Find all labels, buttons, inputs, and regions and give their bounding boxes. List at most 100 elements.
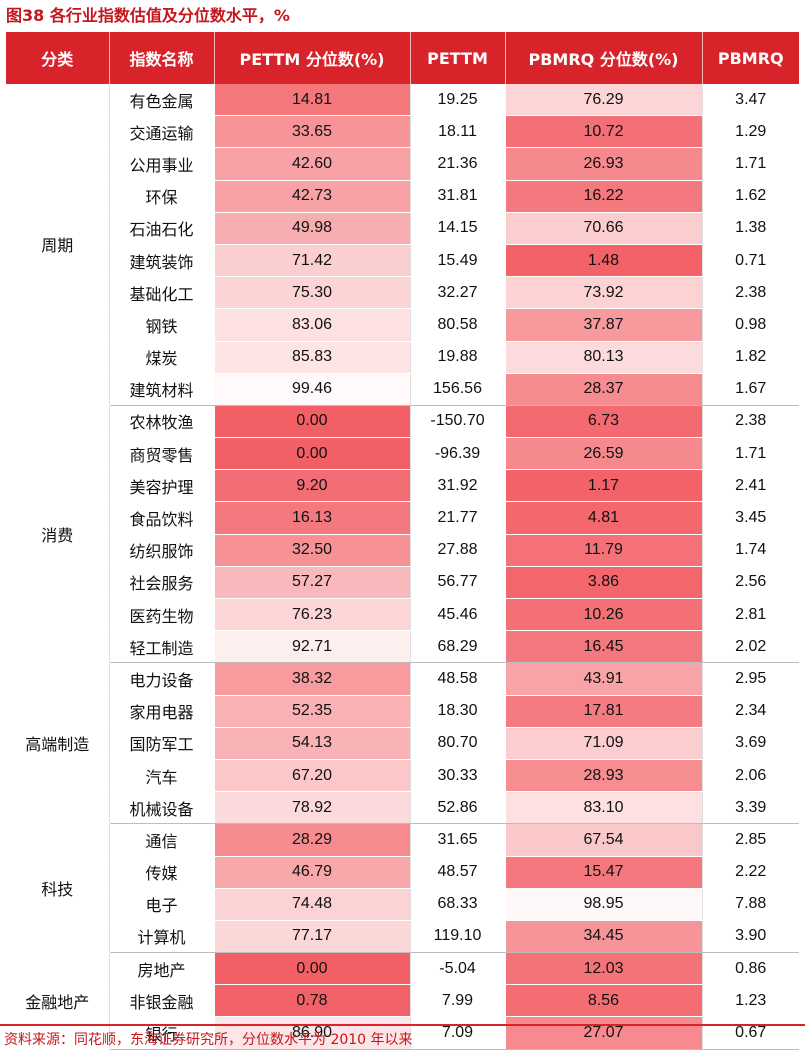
- pettm-percentile-cell: 42.60: [213, 147, 410, 181]
- pettm-percentile-cell: 83.06: [213, 308, 410, 342]
- table-row: 食品饮料 16.13 21.77 4.81 3.45: [6, 501, 799, 535]
- category-cell: 科技: [6, 823, 109, 954]
- index-name-cell: 建筑材料: [108, 373, 214, 406]
- pettm-percentile-cell: 46.79: [213, 856, 410, 889]
- pettm-percentile-cell: 32.50: [213, 534, 410, 567]
- pettm-percentile-cell: 52.35: [213, 695, 410, 728]
- table-row: 美容护理 9.20 31.92 1.17 2.41: [6, 469, 799, 503]
- pettm-percentile-cell: 0.78: [213, 984, 410, 1018]
- index-name-cell: 电力设备: [108, 662, 214, 696]
- pettm-percentile-cell: 99.46: [213, 373, 410, 406]
- table-row: 电子 74.48 68.33 98.95 7.88: [6, 888, 799, 921]
- pbmrq-cell: 1.38: [701, 212, 799, 245]
- index-name-cell: 家用电器: [108, 695, 214, 728]
- pbmrq-percentile-cell: 15.47: [504, 856, 702, 889]
- index-name-cell: 通信: [108, 823, 214, 857]
- table-row: 消费 农林牧渔 0.00 -150.70 6.73 2.38: [6, 405, 799, 664]
- pbmrq-percentile-cell: 34.45: [504, 920, 702, 954]
- pbmrq-percentile-cell: 80.13: [504, 341, 702, 374]
- pbmrq-cell: 3.69: [701, 727, 799, 760]
- pbmrq-cell: 0.67: [701, 1016, 799, 1050]
- pettm-cell: 52.86: [409, 791, 505, 825]
- pbmrq-percentile-cell: 12.03: [504, 952, 702, 986]
- header-pettm: PETTM: [409, 32, 505, 84]
- index-name-cell: 银行: [108, 1016, 214, 1050]
- pbmrq-percentile-cell: 98.95: [504, 888, 702, 921]
- pettm-cell: -150.70: [409, 405, 505, 439]
- pbmrq-percentile-cell: 26.93: [504, 147, 702, 181]
- pbmrq-percentile-cell: 17.81: [504, 695, 702, 728]
- pettm-cell: 80.58: [409, 308, 505, 342]
- pbmrq-percentile-cell: 3.86: [504, 566, 702, 600]
- pbmrq-cell: 2.85: [701, 823, 799, 857]
- pettm-percentile-cell: 54.13: [213, 727, 410, 760]
- index-name-cell: 汽车: [108, 759, 214, 793]
- pbmrq-cell: 0.86: [701, 952, 799, 986]
- pbmrq-cell: 3.45: [701, 501, 799, 535]
- pbmrq-percentile-cell: 8.56: [504, 984, 702, 1018]
- table-row: 金融地产 房地产 0.00 -5.04 12.03 0.86: [6, 952, 799, 1050]
- table-row: 轻工制造 92.71 68.29 16.45 2.02: [6, 630, 799, 664]
- pettm-cell: 31.81: [409, 180, 505, 213]
- pbmrq-cell: 2.95: [701, 662, 799, 696]
- pbmrq-percentile-cell: 37.87: [504, 308, 702, 342]
- table-row: 家用电器 52.35 18.30 17.81 2.34: [6, 695, 799, 728]
- table-row: 国防军工 54.13 80.70 71.09 3.69: [6, 727, 799, 760]
- pettm-percentile-cell: 71.42: [213, 244, 410, 278]
- table-row: 纺织服饰 32.50 27.88 11.79 1.74: [6, 534, 799, 567]
- pettm-cell: 7.09: [409, 1016, 505, 1050]
- index-name-cell: 社会服务: [108, 566, 214, 600]
- pettm-percentile-cell: 76.23: [213, 598, 410, 632]
- index-name-cell: 轻工制造: [108, 630, 214, 664]
- index-name-cell: 国防军工: [108, 727, 214, 760]
- pettm-cell: 30.33: [409, 759, 505, 793]
- pbmrq-cell: 3.39: [701, 791, 799, 825]
- table-row: 机械设备 78.92 52.86 83.10 3.39: [6, 791, 799, 825]
- pettm-percentile-cell: 86.90: [213, 1016, 410, 1050]
- table-row: 汽车 67.20 30.33 28.93 2.06: [6, 759, 799, 793]
- index-name-cell: 传媒: [108, 856, 214, 889]
- table-row: 建筑材料 99.46 156.56 28.37 1.67: [6, 373, 799, 406]
- pettm-cell: 45.46: [409, 598, 505, 632]
- table-row: 建筑装饰 71.42 15.49 1.48 0.71: [6, 244, 799, 278]
- table-row: 环保 42.73 31.81 16.22 1.62: [6, 180, 799, 213]
- pbmrq-cell: 3.47: [701, 84, 799, 117]
- pettm-cell: 15.49: [409, 244, 505, 278]
- pbmrq-percentile-cell: 1.48: [504, 244, 702, 278]
- pbmrq-cell: 2.02: [701, 630, 799, 664]
- pettm-cell: 48.57: [409, 856, 505, 889]
- header-row: 分类 指数名称 PETTM 分位数(%) PETTM PBMRQ 分位数(%) …: [6, 32, 799, 84]
- source-note: 资料来源：同花顺，东海证券研究所，分位数水平为 2010 年以来: [4, 1032, 413, 1048]
- header-pbmrq-percentile: PBMRQ 分位数(%): [504, 32, 702, 84]
- pettm-cell: 19.25: [409, 84, 505, 117]
- pettm-cell: 68.29: [409, 630, 505, 664]
- index-name-cell: 电子: [108, 888, 214, 921]
- pbmrq-percentile-cell: 4.81: [504, 501, 702, 535]
- pettm-cell: 156.56: [409, 373, 505, 406]
- pettm-cell: 68.33: [409, 888, 505, 921]
- pbmrq-cell: 0.71: [701, 244, 799, 278]
- pbmrq-cell: 2.34: [701, 695, 799, 728]
- header-category: 分类: [6, 32, 109, 84]
- index-name-cell: 钢铁: [108, 308, 214, 342]
- header-index-name: 指数名称: [108, 32, 214, 84]
- pbmrq-percentile-cell: 16.22: [504, 180, 702, 213]
- pbmrq-percentile-cell: 67.54: [504, 823, 702, 857]
- table-row: 煤炭 85.83 19.88 80.13 1.82: [6, 341, 799, 374]
- pettm-percentile-cell: 49.98: [213, 212, 410, 245]
- pettm-percentile-cell: 28.29: [213, 823, 410, 857]
- index-name-cell: 机械设备: [108, 791, 214, 825]
- category-cell: 消费: [6, 405, 109, 664]
- pettm-cell: 27.88: [409, 534, 505, 567]
- category-cell: 金融地产: [6, 952, 109, 1050]
- index-name-cell: 交通运输: [108, 115, 214, 149]
- pbmrq-percentile-cell: 10.26: [504, 598, 702, 632]
- pbmrq-percentile-cell: 28.93: [504, 759, 702, 793]
- pettm-percentile-cell: 85.83: [213, 341, 410, 374]
- pbmrq-cell: 1.82: [701, 341, 799, 374]
- pbmrq-cell: 7.88: [701, 888, 799, 921]
- pettm-cell: -5.04: [409, 952, 505, 986]
- table-row: 银行 86.90 7.09 27.07 0.67: [6, 1016, 799, 1050]
- pettm-cell: 119.10: [409, 920, 505, 954]
- pettm-cell: -96.39: [409, 437, 505, 471]
